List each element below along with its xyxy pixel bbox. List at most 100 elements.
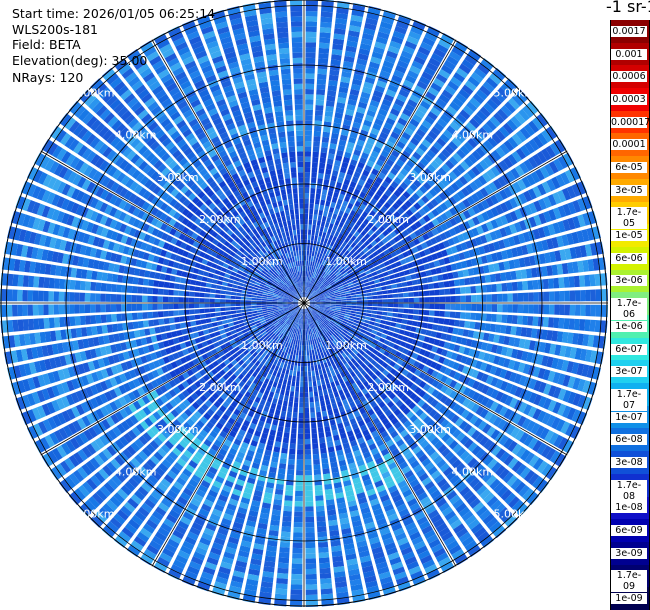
range-gate-cell [510,326,517,336]
range-gate-cell [233,370,241,377]
range-gate-cell [263,560,276,568]
range-gate-cell [275,348,280,355]
range-gate-cell [28,231,37,244]
range-gate-cell [43,277,50,289]
range-gate-cell [361,446,370,454]
range-gate-cell [376,484,386,493]
range-gate-cell [194,372,202,380]
range-gate-cell [402,314,409,319]
range-gate-cell [138,466,150,477]
range-gate-cell [175,359,183,367]
range-gate-cell [512,361,521,372]
range-gate-cell [291,310,297,315]
range-gate-cell [99,393,109,404]
range-gate-cell [371,366,378,374]
range-gate-cell [148,414,158,424]
range-gate-cell [324,394,330,401]
range-gate-cell [72,469,85,483]
range-gate-cell [207,489,218,498]
range-gate-cell [335,586,348,594]
range-gate-cell [493,355,501,365]
range-gate-cell [363,380,370,388]
range-gate-cell [526,352,534,363]
range-gate-cell [259,469,268,477]
range-gate-cell [85,281,92,291]
range-gate-cell [125,236,133,246]
range-gate-cell [350,357,357,364]
range-gate-cell [361,337,368,343]
range-gate-cell [92,424,102,436]
range-gate-cell [257,474,267,482]
range-gate-cell [177,392,186,401]
range-gate-cell [365,331,372,337]
range-gate-cell [357,545,369,553]
range-gate-cell [510,478,522,491]
range-gate-cell [360,315,366,319]
range-gate-cell [300,376,304,382]
range-gate-cell [220,333,228,339]
range-gate-cell [156,556,170,567]
range-gate-cell [294,306,300,310]
range-gate-cell [345,307,352,311]
range-gate-cell [324,318,330,323]
range-gate-cell [365,316,371,321]
range-gate-cell [395,438,405,448]
range-gate-cell [178,303,184,309]
range-gate-cell [264,487,274,494]
range-gate-cell [528,378,537,390]
range-gate-cell [333,325,339,330]
range-gate-cell [118,384,127,395]
range-gate-cell [327,337,332,343]
range-gate-cell [112,426,122,437]
range-gate-cell [561,359,569,372]
range-gate-cell [194,470,204,479]
range-gate-cell [305,475,313,481]
range-gate-cell [168,296,174,303]
range-gate-cell [293,402,299,408]
range-gate-cell [23,230,32,243]
range-gate-cell [222,401,230,409]
range-gate-cell [291,422,297,429]
range-gate-cell [241,407,249,415]
range-gate-cell [123,394,132,404]
range-gate-cell [382,369,390,377]
range-gate-cell [393,363,401,371]
range-gate-cell [363,334,370,340]
range-gate-cell [158,280,165,288]
range-gate-cell [158,502,170,513]
range-gate-cell [212,542,224,551]
range-gate-cell [326,436,333,443]
range-gate-cell [304,438,311,445]
range-gate-cell [472,330,480,339]
range-gate-cell [269,314,275,318]
range-gate-cell [485,313,492,322]
range-gate-cell [323,351,328,358]
range-gate-cell [269,407,275,415]
range-gate-cell [59,355,67,367]
range-gate-cell [273,446,281,453]
range-gate-cell [300,308,303,314]
range-gate-cell [347,499,357,507]
range-gate-cell [300,329,303,335]
range-gate-cell [36,248,44,260]
range-gate-cell [250,467,259,475]
range-gate-cell [369,498,380,507]
range-gate-cell [64,476,76,489]
range-gate-cell [455,353,463,362]
range-gate-cell [285,330,290,337]
range-gate-cell [109,389,118,400]
range-gate-cell [237,316,243,321]
range-gate-cell [406,437,415,447]
range-gate-cell [274,598,287,605]
range-gate-cell [15,244,24,257]
range-gate-cell [264,348,270,354]
range-gate-cell [331,326,337,332]
range-gate-cell [310,365,315,371]
range-gate-cell [42,419,53,432]
range-gate-cell [307,365,311,372]
range-gate-cell [233,438,242,446]
range-gate-cell [322,334,327,340]
range-gate-cell [368,493,378,502]
range-gate-cell [271,509,281,516]
range-gate-cell [340,382,347,390]
